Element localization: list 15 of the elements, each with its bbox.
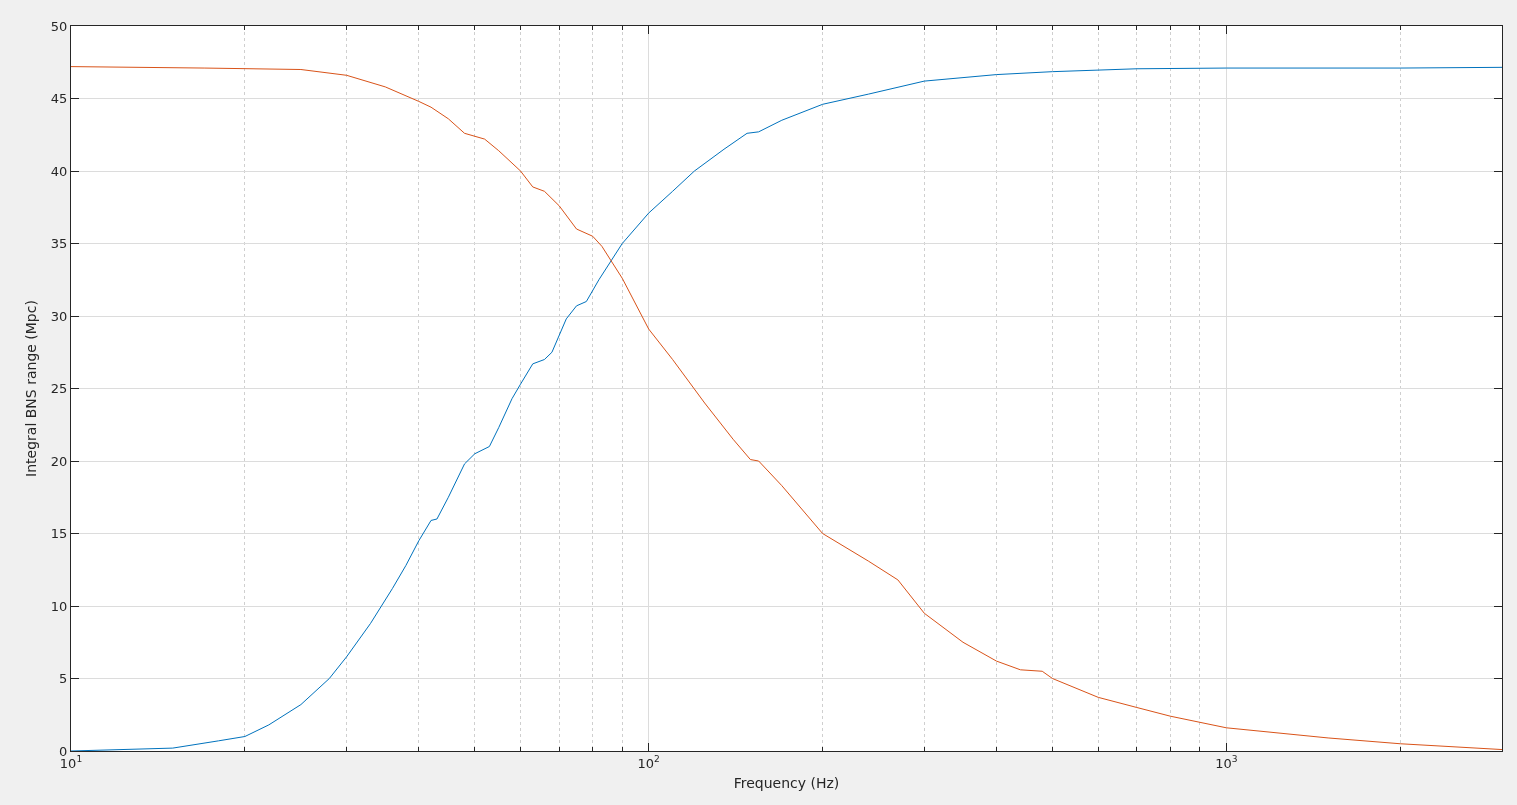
y-tick-label: 0 xyxy=(59,743,68,759)
y-tick-label: 30 xyxy=(50,308,68,324)
x-tick-label: 10$^{3}$ xyxy=(1215,754,1238,771)
x-axis-title: Frequency (Hz) xyxy=(733,774,840,791)
x-tick-label: 10$^{2}$ xyxy=(637,754,660,771)
y-tick-label: 45 xyxy=(50,91,68,107)
y-axis-title: Integral BNS range (Mpc) xyxy=(23,300,40,477)
y-tick-label: 20 xyxy=(50,453,68,469)
y-tick-label: 10 xyxy=(50,598,68,614)
y-tick-label: 15 xyxy=(50,526,68,542)
y-tick-label: 50 xyxy=(50,18,68,34)
y-tick-label: 40 xyxy=(50,163,68,179)
y-tick-label: 5 xyxy=(59,671,68,687)
y-tick-label: 35 xyxy=(50,236,68,252)
y-tick-label: 25 xyxy=(50,381,68,397)
